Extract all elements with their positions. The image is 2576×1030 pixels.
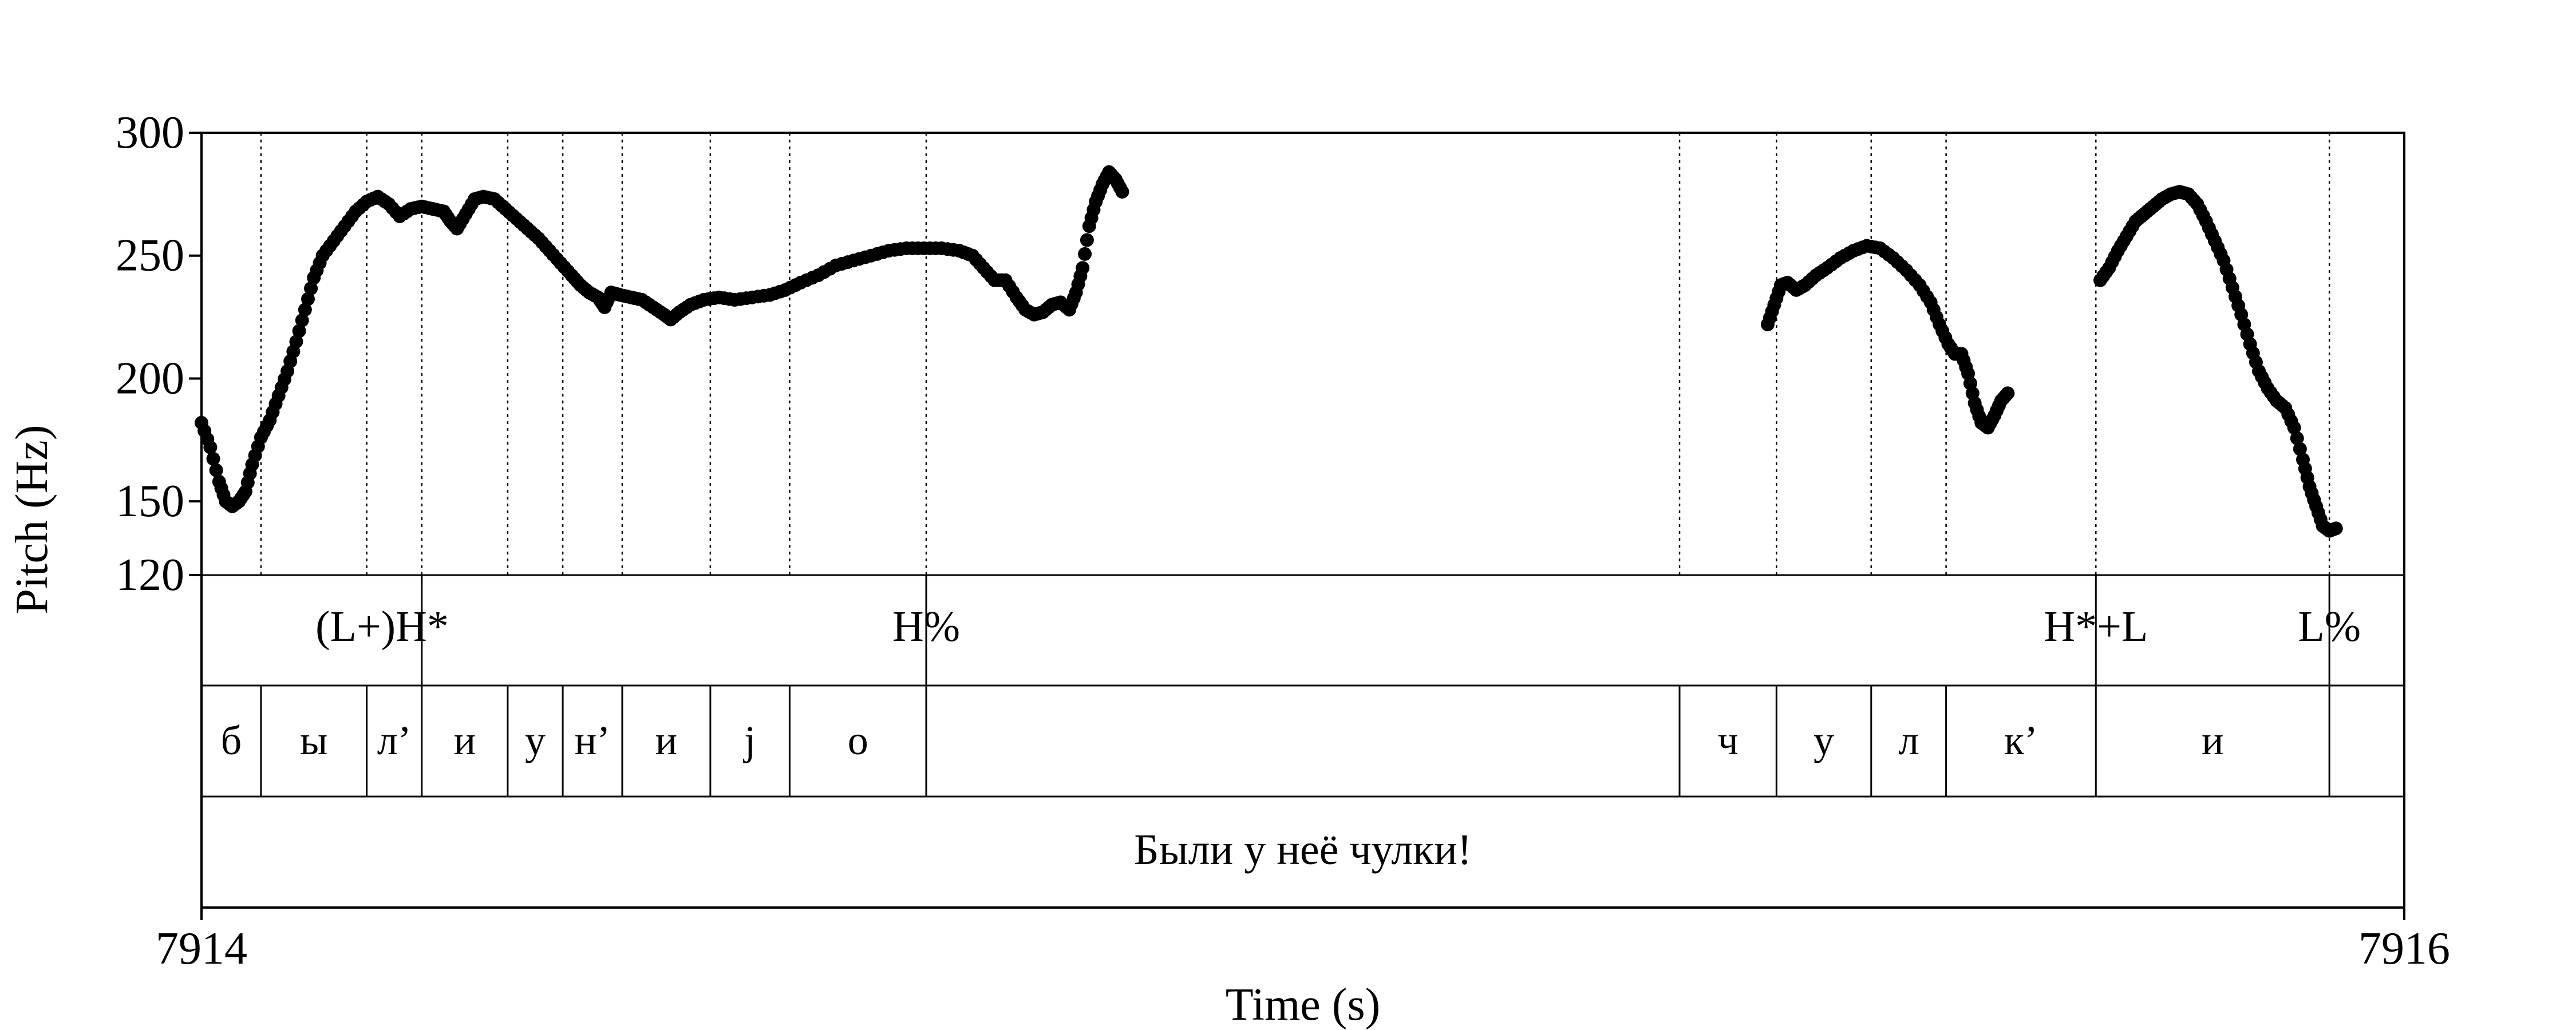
pitch-point [209,463,223,477]
pitch-point [1078,247,1092,261]
segment-label: ч [1718,718,1739,763]
y-tick-label: 300 [116,108,184,158]
pitch-point [298,303,312,317]
sentence-label: Были у неё чулки! [1134,826,1472,874]
y-tick-label: 120 [116,550,184,600]
pitch-point [203,440,218,454]
pitch-point [1080,233,1094,247]
pitch-point [2329,521,2343,536]
y-tick-label: 250 [116,231,184,281]
segment-label: и [2202,718,2224,763]
segment-label: у [525,718,546,763]
segment-label: ы [300,718,327,763]
pitch-point [2287,421,2301,435]
segment-label: б [221,718,242,763]
pitch-point [1115,185,1129,199]
frame [200,132,2405,909]
tone-label: H*+L [2044,603,2148,651]
pitch-point [289,335,303,349]
pitch-point [2001,386,2015,401]
x-tick-label-end: 7916 [2358,924,2450,974]
pitch-point [304,281,318,295]
x-tick-label-start: 7914 [156,924,247,974]
x-axis-label: Time (s) [1226,980,1380,1030]
pitch-point [2293,442,2307,456]
pitch-points [195,165,2343,538]
segment-label: о [848,718,868,763]
tone-label: H% [892,603,960,651]
pitch-point [206,451,220,466]
grid-lines [260,133,2330,575]
segment-label: и [655,718,678,763]
segment-label: к’ [2004,718,2038,763]
pitch-point [292,324,306,338]
y-tick-label: 150 [116,476,184,526]
pitch-point [1076,261,1090,275]
y-axis-ticks: 120 150 200 250 300 [116,108,202,600]
segment-label: л [1898,718,1919,763]
segment-label: у [1814,718,1834,763]
tier-labels: (L+)H* H% H*+L L% б ы л’ и у н’ и j о ч у л к’ и Были у не… [221,603,2361,874]
tier-lines [202,574,2404,798]
segment-label: j [742,718,756,763]
segment-label: л’ [377,718,412,763]
tone-label: (L+)H* [315,603,449,651]
segment-label: и [454,718,476,763]
plot-frame [200,132,2405,909]
pitch-point [295,313,309,327]
pitch-point [2290,431,2304,445]
segment-label: н’ [575,718,611,763]
y-axis-label: Pitch (Hz) [7,425,57,614]
tone-label: L% [2298,603,2361,651]
y-tick-label: 200 [116,353,184,403]
pitch-point [301,292,315,306]
x-axis-ticks: 7914 7916 [156,908,2450,974]
